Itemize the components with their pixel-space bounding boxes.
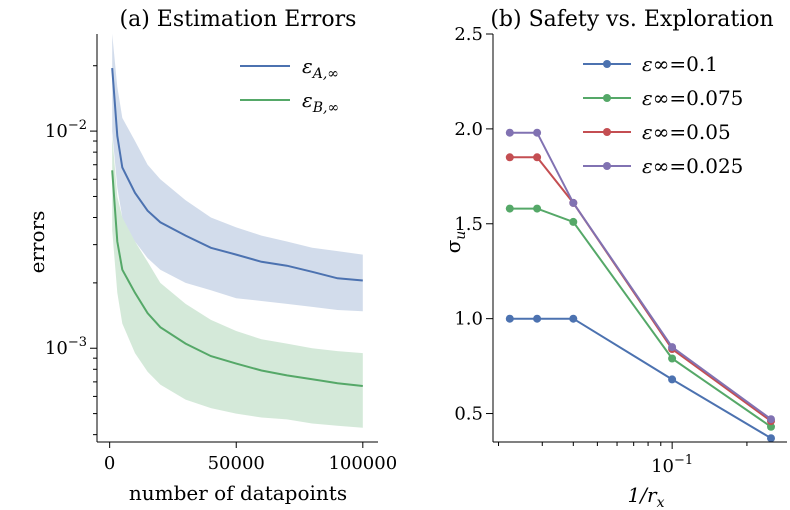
data-point	[505, 128, 514, 137]
x-tick-label: 50000	[208, 453, 265, 474]
data-point	[668, 343, 677, 352]
panel-a-legend: εA,∞ εB,∞	[240, 54, 339, 116]
panel-b-xlabel: 1/rx	[628, 483, 665, 510]
data-point	[569, 217, 578, 226]
panel-a-ticks: 0 50000 100000 10−2 10−3	[45, 65, 397, 474]
x-tick-label: 0	[104, 453, 115, 474]
panel-a-title: (a) Estimation Errors	[120, 7, 357, 32]
legend-label: ε∞=0.1	[642, 52, 718, 76]
data-point	[533, 153, 542, 162]
error-band-b	[112, 135, 363, 428]
legend-label: ε∞=0.025	[642, 154, 743, 178]
data-point	[569, 314, 578, 323]
y-tick-label: 2.5	[454, 24, 483, 45]
data-point	[533, 204, 542, 213]
legend-marker	[603, 162, 611, 170]
data-point	[569, 198, 578, 207]
data-point	[533, 314, 542, 323]
panel-a-error-bands	[112, 34, 363, 428]
legend-label: εA,∞	[302, 54, 339, 82]
legend-marker	[603, 94, 611, 102]
panel-b-ticks: 0.5 1.0 1.5 2.0 2.5 10−1	[454, 24, 748, 477]
data-point	[767, 422, 775, 431]
panel-b-title: (b) Safety vs. Exploration	[490, 7, 773, 32]
legend-label: εB,∞	[302, 88, 339, 116]
x-tick-label: 100000	[328, 453, 397, 474]
legend-label: ε∞=0.075	[642, 86, 743, 110]
y-tick-label: 0.5	[454, 404, 483, 425]
panel-b-lines	[505, 128, 775, 443]
series-line-epsilon-b	[111, 170, 363, 387]
y-tick-label: 1.5	[454, 214, 483, 235]
data-point	[505, 314, 514, 323]
data-point	[668, 375, 677, 384]
legend-marker	[603, 128, 611, 136]
series-line-epsilon-a	[111, 68, 363, 282]
panel-b-safety-vs-exploration: 0.5 1.0 1.5 2.0 2.5 10−1 ε∞=0.1 ε∞=0.075 ε∞=0.0…	[441, 7, 787, 510]
data-point	[767, 434, 775, 443]
panel-a-ylabel: errors	[25, 211, 49, 274]
legend-marker	[603, 60, 611, 68]
y-tick-label: 10−2	[45, 118, 87, 142]
error-band-a	[112, 34, 363, 312]
panel-a-estimation-errors: 0 50000 100000 10−2 10−3 εA,∞ εB,∞ (a) Estima…	[25, 7, 397, 505]
panel-a-xlabel: number of datapoints	[129, 481, 347, 505]
data-point	[533, 128, 542, 137]
data-point	[505, 204, 514, 213]
panel-a-lines	[111, 68, 363, 387]
y-tick-label: 2.0	[454, 119, 483, 140]
panel-b-ylabel: σu	[441, 231, 469, 254]
x-tick-label: 10−1	[651, 453, 693, 477]
panel-a-axes	[96, 34, 378, 443]
data-point	[668, 354, 677, 363]
y-tick-label: 10−3	[45, 335, 87, 359]
legend-label: ε∞=0.05	[642, 120, 731, 144]
data-point	[505, 153, 514, 162]
data-point	[767, 415, 775, 424]
panel-b-legend: ε∞=0.1 ε∞=0.075 ε∞=0.05 ε∞=0.025	[583, 52, 743, 178]
y-tick-label: 1.0	[454, 309, 483, 330]
